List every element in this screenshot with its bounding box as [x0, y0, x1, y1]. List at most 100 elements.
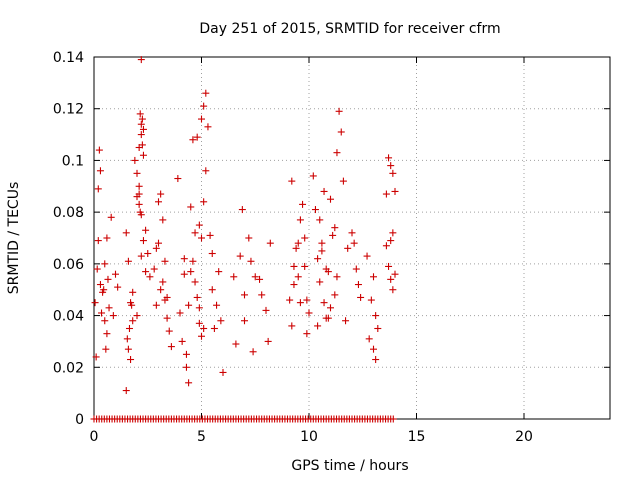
- data-point: [391, 270, 399, 278]
- data-point: [198, 332, 205, 340]
- data-point: [163, 314, 171, 322]
- data-point: [322, 265, 330, 273]
- data-point: [241, 291, 248, 299]
- data-point: [344, 244, 352, 252]
- data-point: [327, 304, 334, 312]
- data-point: [182, 363, 190, 371]
- data-point: [333, 149, 341, 157]
- data-point: [195, 319, 203, 327]
- y-tick-label: 0.04: [53, 309, 84, 325]
- data-point: [105, 304, 113, 312]
- data-point: [137, 211, 145, 219]
- x-tick-label: 10: [300, 429, 318, 445]
- data-point: [96, 281, 104, 289]
- data-point: [182, 350, 190, 358]
- data-point: [333, 273, 341, 281]
- data-point: [299, 200, 307, 208]
- data-point: [122, 387, 130, 395]
- data-point: [165, 327, 173, 335]
- data-point: [185, 301, 193, 309]
- data-point: [155, 198, 162, 206]
- data-point: [249, 348, 257, 356]
- data-point: [123, 335, 131, 343]
- data-point: [370, 273, 377, 281]
- data-point: [185, 379, 193, 387]
- data-point: [157, 190, 165, 198]
- data-point: [385, 262, 393, 270]
- data-point: [367, 296, 375, 304]
- data-point: [290, 262, 298, 270]
- data-point: [219, 368, 227, 376]
- data-point: [178, 337, 186, 345]
- data-point: [215, 268, 223, 276]
- data-point: [309, 172, 317, 180]
- data-point: [230, 273, 238, 281]
- data-point: [137, 56, 145, 64]
- data-point: [91, 299, 99, 307]
- data-point: [139, 237, 147, 245]
- data-point: [133, 312, 141, 320]
- data-point: [363, 252, 371, 260]
- data-point: [94, 237, 102, 245]
- data-point: [200, 102, 208, 110]
- data-point: [103, 234, 111, 242]
- data-point: [129, 288, 137, 296]
- data-point: [193, 293, 201, 301]
- data-point: [320, 299, 328, 307]
- data-point: [95, 146, 103, 154]
- data-point: [266, 239, 274, 247]
- data-point: [96, 167, 104, 175]
- data-point: [98, 309, 106, 317]
- data-point: [208, 286, 216, 294]
- data-point: [303, 330, 311, 338]
- data-point: [133, 193, 141, 201]
- data-point: [350, 239, 358, 247]
- plot-frame: [93, 56, 611, 420]
- data-point: [247, 257, 255, 265]
- data-point: [136, 110, 144, 118]
- data-point: [387, 237, 395, 245]
- data-point: [200, 198, 208, 206]
- y-tick-label: 0.14: [53, 50, 84, 66]
- data-point: [191, 229, 199, 237]
- data-point: [320, 187, 328, 195]
- data-point: [144, 250, 152, 258]
- data-point: [127, 356, 135, 364]
- data-point: [129, 317, 137, 325]
- data-point: [382, 242, 390, 250]
- data-point: [137, 131, 145, 139]
- data-point: [232, 340, 240, 348]
- data-point: [391, 187, 399, 195]
- data-point: [339, 177, 347, 185]
- data-point: [303, 296, 311, 304]
- data-point: [124, 257, 132, 265]
- x-tick-label: 15: [408, 429, 426, 445]
- y-tick-label: 0.02: [53, 360, 84, 376]
- data-point: [331, 291, 339, 299]
- data-point: [210, 325, 218, 332]
- data-point: [389, 169, 397, 177]
- data-points: [90, 56, 399, 423]
- data-point: [93, 265, 101, 273]
- data-point: [387, 162, 395, 170]
- data-point: [264, 337, 272, 345]
- data-point: [238, 206, 246, 214]
- data-point: [101, 260, 109, 268]
- data-point: [125, 325, 133, 332]
- x-tick-label: 20: [515, 429, 533, 445]
- data-point: [296, 216, 304, 224]
- data-point: [286, 296, 294, 304]
- data-point: [180, 270, 188, 278]
- data-point: [142, 268, 150, 276]
- data-point: [245, 234, 253, 242]
- data-point: [258, 291, 266, 299]
- data-point: [318, 247, 326, 255]
- data-point: [372, 356, 380, 364]
- grid: [94, 57, 610, 419]
- data-point: [290, 281, 298, 289]
- data-point: [337, 128, 345, 136]
- data-point: [161, 257, 169, 265]
- data-point: [348, 229, 356, 237]
- data-point: [301, 262, 309, 270]
- data-point: [236, 252, 244, 260]
